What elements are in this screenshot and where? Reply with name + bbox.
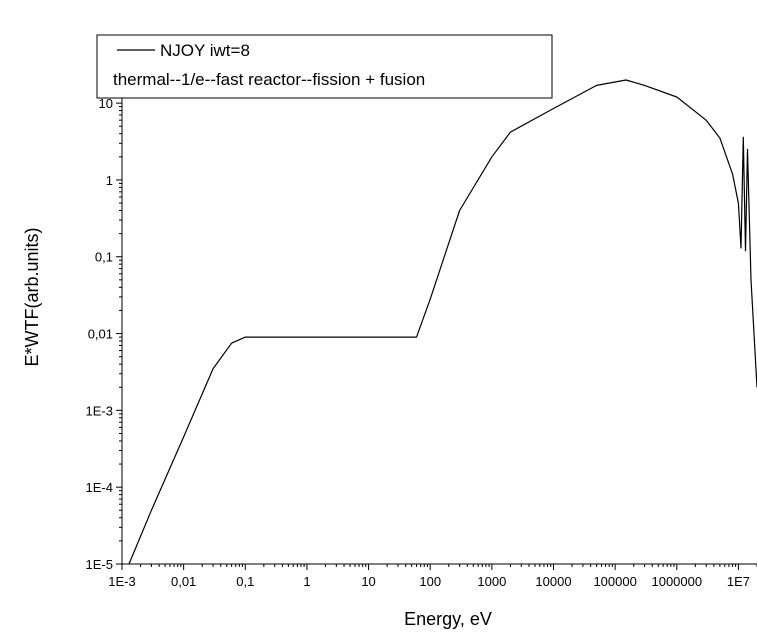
x-tick-label: 1000000 xyxy=(651,574,702,589)
y-tick-label: 10 xyxy=(99,96,113,111)
x-tick-label: 100 xyxy=(419,574,441,589)
x-tick-label: 10000 xyxy=(535,574,571,589)
x-major-ticks xyxy=(121,564,739,570)
legend: NJOY iwt=8 thermal--1/e--fast reactor--f… xyxy=(96,34,553,99)
y-tick-label: 1E-3 xyxy=(86,403,113,418)
y-tick-labels: 1E-5 1E-4 1E-3 0,01 0,1 1 10 xyxy=(86,96,113,572)
y-tick-label: 0,1 xyxy=(95,250,113,265)
x-tick-label: 10 xyxy=(361,574,375,589)
y-tick-label: 1 xyxy=(106,173,113,188)
y-minor-ticks xyxy=(119,79,122,542)
x-tick-label: 0,1 xyxy=(236,574,254,589)
x-tick-labels: 1E-3 0,01 0,1 1 10 100 1000 10000 100000 1000000 1… xyxy=(108,574,750,589)
x-tick-label: 1E-3 xyxy=(108,574,135,589)
y-tick-label: 0,01 xyxy=(88,327,113,342)
x-tick-label: 100000 xyxy=(593,574,636,589)
y-tick-label: 1E-4 xyxy=(86,480,113,495)
x-tick-label: 0,01 xyxy=(171,574,196,589)
x-tick-label: 1 xyxy=(303,574,310,589)
y-major-ticks xyxy=(116,102,122,565)
y-axis-title: E*WTF(arb.units) xyxy=(22,227,42,366)
legend-entry-njoy-iwt8: NJOY iwt=8 xyxy=(160,41,250,60)
x-tick-label: 1E7 xyxy=(727,574,750,589)
series-line-njoy-iwt8 xyxy=(128,79,757,565)
x-minor-ticks xyxy=(140,564,757,567)
x-tick-label: 1000 xyxy=(477,574,506,589)
legend-note: thermal--1/e--fast reactor--fission + fu… xyxy=(113,70,425,89)
legend-box xyxy=(96,34,553,99)
x-axis-title: Energy, eV xyxy=(404,609,492,629)
y-tick-label: 1E-5 xyxy=(86,557,113,572)
